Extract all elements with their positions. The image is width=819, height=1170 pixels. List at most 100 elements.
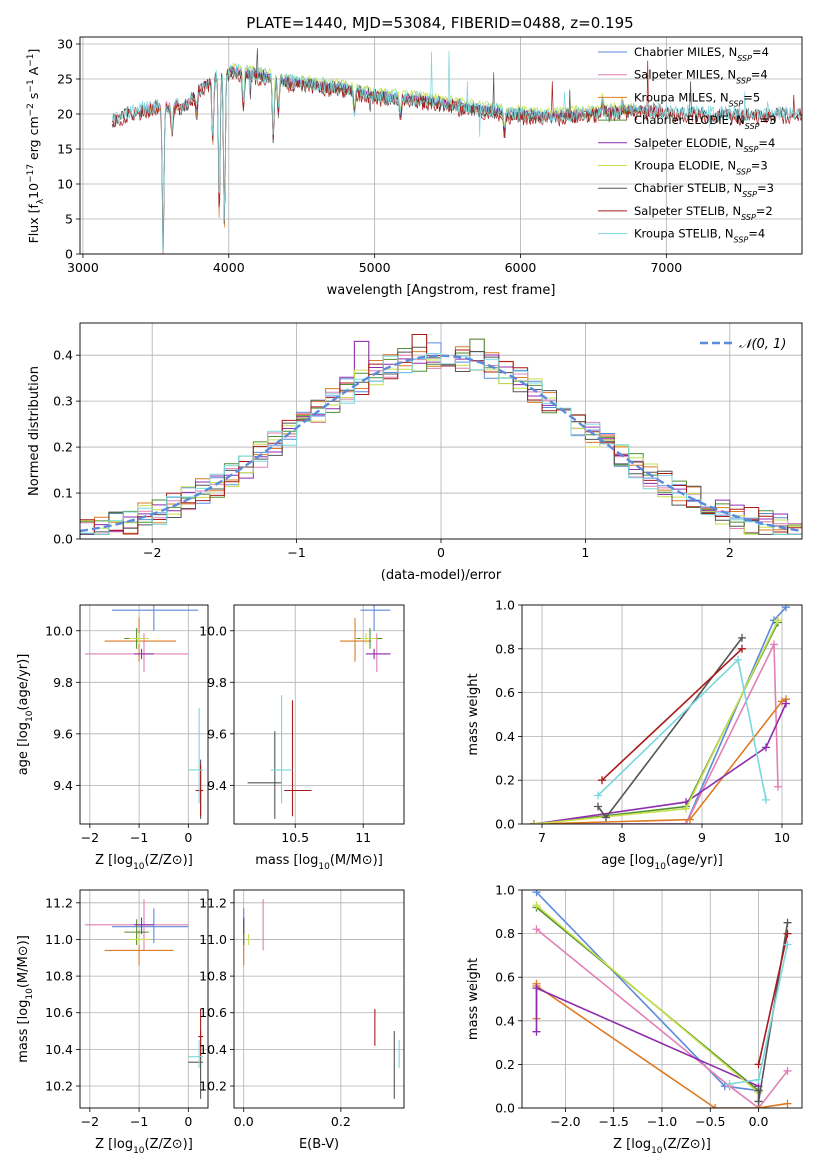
weight-line (534, 644, 779, 824)
weight-marker (762, 743, 770, 752)
legend-gaussian-label: 𝒩(0, 1) (739, 337, 786, 352)
y-tick-label: 5 (65, 212, 73, 227)
x-tick-label: 10 (774, 830, 790, 845)
ticks: 7 8 9 10 0.0 0.2 0.4 0.6 0.8 1.0 (495, 598, 790, 846)
grid (522, 604, 802, 825)
weight-marker (532, 890, 541, 897)
x-axis-label: E(B-V) (299, 1137, 339, 1152)
x-tick-label: 0 (437, 545, 445, 560)
x-tick-label: 0 (184, 1114, 192, 1129)
y-tick-label: 1.0 (495, 598, 515, 613)
weight-marker (738, 644, 746, 653)
weight-line (601, 648, 743, 781)
spectrum-legend: Chabrier MILES, NSSP=4 Salpeter MILES, NS… (598, 45, 776, 244)
y-tick-label: 0.4 (495, 1013, 515, 1028)
spectrum-line (111, 50, 802, 252)
x-tick-label: −1 (130, 830, 148, 845)
plot-area (530, 605, 790, 824)
plot-area (111, 48, 802, 254)
weight-marker (754, 1075, 763, 1084)
y-tick-label: 9.4 (53, 778, 73, 793)
x-tick-label: 3000 (67, 260, 99, 275)
spectrum-line (141, 67, 664, 254)
y-tick-label: 0.4 (53, 348, 73, 363)
x-tick-label: 0.0 (749, 1114, 769, 1129)
axes-frame (521, 889, 803, 1109)
y-tick-label: 1.0 (495, 883, 515, 898)
y-tick-label: 10.4 (45, 1042, 73, 1057)
panel-spectrum: 3000 4000 5000 6000 7000 0 5 10 15 20 25 30 Chabrier… (26, 37, 803, 298)
y-tick-label: 0.2 (495, 773, 515, 788)
ticks: 0.0 0.2 10.2 10.4 10.6 10.8 11.0 11.2 (199, 895, 351, 1129)
legend-entry: Salpeter MILES, NSSP=4 (634, 68, 768, 86)
weight-marker (783, 1066, 792, 1075)
y-tick-label: 0.0 (495, 817, 515, 832)
x-tick-label: −2 (81, 1114, 99, 1129)
x-tick-label: 2 (726, 545, 734, 560)
weight-marker (734, 655, 742, 664)
weight-line (533, 698, 787, 824)
plot-area (84, 899, 204, 1099)
spectrum-line (221, 66, 638, 221)
y-tick-label: 0.6 (495, 970, 515, 985)
panel-age_vs_Z: −2 −1 0 9.4 9.6 9.8 10.0 Z [log10(Z/Z⊙)] age [lo… (16, 604, 209, 872)
plot-area (80, 334, 802, 535)
legend-entry: Chabrier MILES, NSSP=4 (634, 45, 769, 63)
weight-marker (532, 984, 541, 993)
legend-entry: Kroupa MILES, NSSP=5 (634, 90, 760, 108)
weight-marker (783, 929, 792, 938)
weight-line (533, 703, 787, 824)
x-tick-label: 1 (581, 545, 589, 560)
x-axis-label: Z [log10(Z/Z⊙)] (95, 853, 193, 872)
axes-frame (233, 889, 405, 1109)
weight-marker (783, 918, 792, 927)
ticks: −2 −1 0 1 2 0.0 0.1 0.2 0.3 0.4 (53, 348, 734, 560)
x-tick-label: 8 (618, 830, 626, 845)
y-axis-label: mass weight (466, 958, 481, 1040)
x-tick-label: −2 (81, 830, 99, 845)
y-tick-label: 10.2 (45, 1079, 73, 1094)
plot-area (532, 890, 792, 1108)
y-tick-label: 10 (57, 177, 73, 192)
weight-line (757, 933, 789, 1065)
y-axis-label: mass weight (466, 673, 481, 755)
y-tick-label: 10.4 (199, 1042, 227, 1057)
weight-marker (532, 901, 541, 910)
x-tick-label: −0.5 (695, 1114, 725, 1129)
legend-entry: Salpeter ELODIE, NSSP=4 (634, 136, 775, 154)
ticks: −2 −1 0 10.2 10.4 10.6 10.8 11.0 11.2 (45, 895, 192, 1129)
y-tick-label: 0 (65, 247, 73, 262)
x-tick-label: −1 (130, 1114, 148, 1129)
weight-marker (602, 813, 610, 822)
y-tick-label: 10.0 (45, 623, 73, 638)
weight-line (534, 606, 787, 824)
weight-marker (754, 1097, 763, 1106)
grid (234, 890, 404, 1108)
weight-marker (770, 640, 778, 649)
x-tick-label: 0.0 (234, 1114, 254, 1129)
y-tick-label: 0.8 (495, 641, 515, 656)
legend-entry: Kroupa ELODIE, NSSP=3 (634, 159, 768, 177)
weight-marker (782, 605, 790, 612)
y-axis-label: Normed distribution (27, 366, 42, 496)
panel-age_vs_mass: 10.5 11 9.4 9.6 9.8 10.0 mass [log10(M/M⊙)] (199, 604, 405, 872)
x-tick-label: 4000 (213, 260, 245, 275)
x-tick-label: 0 (184, 830, 192, 845)
y-tick-label: 10.2 (199, 1079, 227, 1094)
y-tick-label: 11.0 (199, 932, 227, 947)
y-tick-label: 10.6 (199, 1005, 227, 1020)
axes-frame (233, 604, 405, 825)
weight-marker (598, 776, 606, 785)
y-tick-label: 9.8 (207, 675, 227, 690)
y-tick-label: 9.4 (207, 778, 227, 793)
weight-line (597, 658, 767, 801)
y-tick-label: 25 (57, 72, 73, 87)
x-axis-label: Z [log10(Z/Z⊙)] (95, 1137, 193, 1156)
weight-marker (594, 791, 602, 800)
x-axis-label: Z [log10(Z/Z⊙)] (613, 1137, 711, 1156)
weight-marker (532, 925, 541, 934)
panel-residuals: −2 −1 0 1 2 0.0 0.1 0.2 0.3 0.4 𝒩(0, 1) (data-model… (27, 322, 803, 583)
axes-frame (521, 604, 803, 825)
y-axis-label: Flux [fλ10−17 erg cm−2 s−1 A−1] (26, 49, 46, 244)
